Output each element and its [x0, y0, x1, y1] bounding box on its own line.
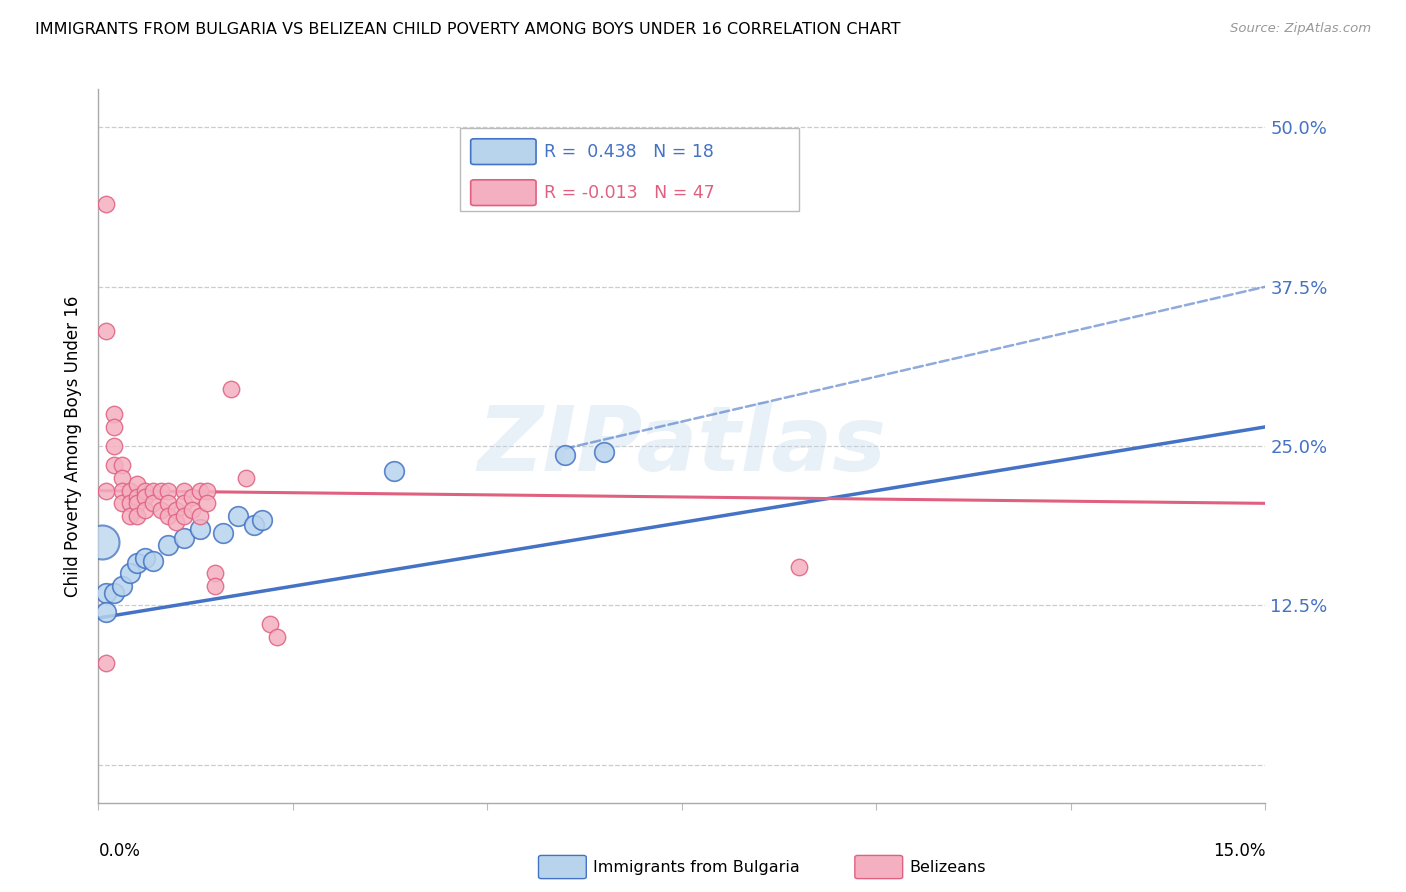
Point — [118, 496, 141, 510]
Text: Source: ZipAtlas.com: Source: ZipAtlas.com — [1230, 22, 1371, 36]
Point — [118, 509, 141, 524]
Point — [127, 509, 149, 524]
Point — [142, 554, 165, 568]
Point — [91, 534, 114, 549]
Point — [118, 566, 141, 581]
Y-axis label: Child Poverty Among Boys Under 16: Child Poverty Among Boys Under 16 — [63, 295, 82, 597]
Point — [134, 483, 156, 498]
Point — [204, 579, 226, 593]
Point — [180, 490, 202, 504]
Text: 0.0%: 0.0% — [98, 842, 141, 860]
Point — [103, 407, 125, 421]
Point — [382, 465, 405, 479]
Point — [118, 483, 141, 498]
Point — [219, 382, 242, 396]
Point — [259, 617, 281, 632]
Point — [134, 551, 156, 566]
Point — [195, 483, 218, 498]
Point — [96, 656, 118, 670]
FancyBboxPatch shape — [538, 855, 586, 879]
Point — [554, 448, 576, 462]
Point — [96, 324, 118, 338]
Point — [111, 483, 134, 498]
Point — [134, 502, 156, 516]
Point — [157, 483, 180, 498]
Point — [212, 525, 235, 540]
Point — [127, 477, 149, 491]
Point — [250, 513, 273, 527]
Point — [195, 496, 218, 510]
Point — [165, 502, 187, 516]
Point — [103, 458, 125, 472]
Point — [204, 566, 226, 581]
Point — [188, 509, 211, 524]
Point — [103, 420, 125, 434]
Point — [173, 496, 195, 510]
Point — [134, 490, 156, 504]
Point — [96, 605, 118, 619]
Text: R =  0.438   N = 18: R = 0.438 N = 18 — [544, 143, 714, 161]
Point — [127, 496, 149, 510]
Point — [96, 483, 118, 498]
Point — [243, 518, 266, 533]
Point — [157, 538, 180, 552]
FancyBboxPatch shape — [471, 180, 536, 205]
Point — [96, 585, 118, 599]
Point — [787, 560, 810, 574]
Point — [142, 483, 165, 498]
FancyBboxPatch shape — [471, 139, 536, 164]
Point — [96, 197, 118, 211]
Point — [103, 585, 125, 599]
Point — [165, 516, 187, 530]
Point — [593, 445, 616, 459]
Point — [127, 556, 149, 570]
Point — [173, 483, 195, 498]
Point — [173, 509, 195, 524]
Point — [235, 471, 257, 485]
Point — [157, 509, 180, 524]
Point — [157, 496, 180, 510]
Text: 15.0%: 15.0% — [1213, 842, 1265, 860]
Point — [266, 630, 288, 644]
Point — [149, 502, 172, 516]
Point — [149, 483, 172, 498]
Point — [127, 490, 149, 504]
FancyBboxPatch shape — [855, 855, 903, 879]
FancyBboxPatch shape — [460, 128, 799, 211]
Point — [103, 439, 125, 453]
Text: ZIPatlas: ZIPatlas — [478, 402, 886, 490]
Text: R = -0.013   N = 47: R = -0.013 N = 47 — [544, 184, 716, 202]
Point — [188, 522, 211, 536]
Point — [111, 458, 134, 472]
Point — [180, 502, 202, 516]
Point — [111, 496, 134, 510]
Text: Belizeans: Belizeans — [910, 860, 986, 874]
Point — [228, 509, 250, 524]
Text: Immigrants from Bulgaria: Immigrants from Bulgaria — [593, 860, 800, 874]
Text: IMMIGRANTS FROM BULGARIA VS BELIZEAN CHILD POVERTY AMONG BOYS UNDER 16 CORRELATI: IMMIGRANTS FROM BULGARIA VS BELIZEAN CHI… — [35, 22, 901, 37]
Point — [142, 496, 165, 510]
Point — [173, 531, 195, 545]
Point — [188, 483, 211, 498]
Point — [111, 579, 134, 593]
Point — [111, 471, 134, 485]
